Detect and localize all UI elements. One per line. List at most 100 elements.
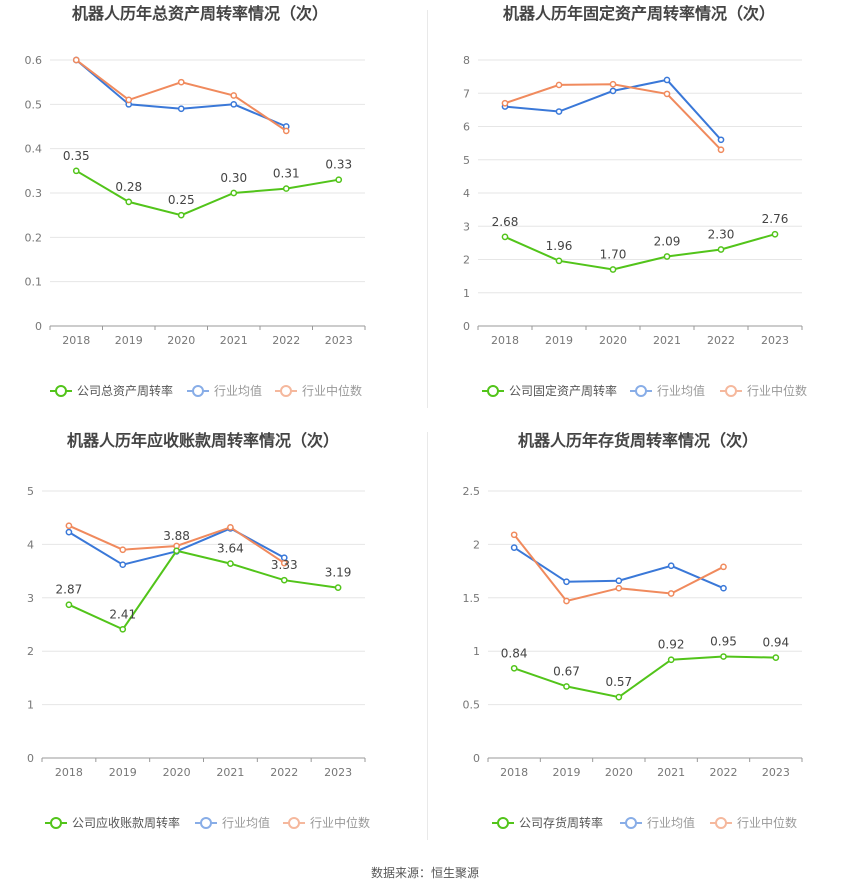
data-point-median <box>119 546 127 554</box>
legend-marker <box>715 817 727 829</box>
legend-label: 公司应收账款周转率 <box>72 815 180 830</box>
data-point-avg <box>720 584 727 592</box>
y-tick-label: 2 <box>473 538 480 551</box>
data-label: 1.70 <box>600 247 627 261</box>
chart-title: 机器人历年存货周转率情况（次） <box>518 431 758 450</box>
chart-fixed-asset-turnover: 机器人历年固定资产周转率情况（次） 0 1 2 3 4 5 6 7 8 2018 2019 2020 20… <box>463 4 807 398</box>
data-label: 1.96 <box>546 239 573 253</box>
data-label: 2.30 <box>708 228 735 242</box>
legend-item-avg: 行业均值 <box>187 383 262 398</box>
x-tick-label: 2023 <box>761 334 789 347</box>
data-point-avg <box>177 105 185 113</box>
data-point-median <box>282 127 290 135</box>
data-label: 0.57 <box>605 675 632 689</box>
chart-inventory-turnover: 机器人历年存货周转率情况（次） 0 0.5 1 1.5 2 2.5 2018 2019 2020 2… <box>463 431 803 830</box>
legend-item-company: 公司应收账款周转率 <box>45 815 180 830</box>
data-point-company <box>609 266 617 273</box>
y-tick-label: 0 <box>27 752 34 765</box>
data-point-company <box>772 654 780 661</box>
y-tick-label: 0.6 <box>25 54 43 67</box>
data-label: 2.68 <box>492 215 519 229</box>
legend-marker <box>200 817 212 829</box>
data-point-avg <box>615 577 623 585</box>
legend-marker <box>50 817 62 829</box>
data-point-avg <box>667 562 675 570</box>
legend-label: 行业中位数 <box>737 815 797 830</box>
legend-marker <box>280 385 292 397</box>
chart-total-asset-turnover: 机器人历年总资产周转率情况（次） 0 0.1 0.2 0.3 0.4 0.5 0.6 2018 2… <box>25 4 366 398</box>
x-tick-label: 2018 <box>62 334 90 347</box>
legend-item-median: 行业中位数 <box>710 815 797 830</box>
data-point-median <box>177 78 185 86</box>
data-point-company <box>771 230 779 238</box>
data-point-median <box>717 146 725 154</box>
data-label: 0.84 <box>501 646 528 660</box>
x-tick-label: 2023 <box>325 334 353 347</box>
y-tick-label: 1.5 <box>463 592 481 605</box>
x-tick-label: 2018 <box>491 334 519 347</box>
data-label: 0.25 <box>168 193 195 207</box>
data-point-company <box>280 576 288 584</box>
legend-marker <box>192 385 204 397</box>
x-tick-label: 2021 <box>216 766 244 779</box>
data-point-avg <box>119 561 127 569</box>
x-tick-label: 2023 <box>324 766 352 779</box>
y-tick-label: 4 <box>27 538 34 551</box>
x-tick-label: 2022 <box>270 766 298 779</box>
y-tick-label: 3 <box>463 220 470 233</box>
y-tick-label: 8 <box>463 54 470 67</box>
y-tick-label: 0 <box>463 320 470 333</box>
x-tick-label: 2022 <box>710 766 738 779</box>
x-tick-label: 2019 <box>545 334 573 347</box>
data-point-median <box>230 92 238 99</box>
data-point-median <box>615 584 623 592</box>
legend-marker <box>625 817 637 829</box>
x-tick-label: 2021 <box>653 334 681 347</box>
legend-label: 公司固定资产周转率 <box>509 383 617 398</box>
data-point-company <box>555 257 563 265</box>
y-tick-label: 0.5 <box>463 699 481 712</box>
data-point-company <box>335 176 343 184</box>
x-tick-label: 2018 <box>55 766 83 779</box>
data-label: 2.76 <box>762 212 789 226</box>
data-point-company <box>65 601 73 609</box>
x-tick-label: 2018 <box>500 766 528 779</box>
data-label: 0.33 <box>325 158 352 172</box>
legend-label: 行业中位数 <box>302 383 362 398</box>
data-label: 0.92 <box>658 638 685 652</box>
y-tick-label: 2.5 <box>463 485 481 498</box>
chart-title: 机器人历年固定资产周转率情况（次） <box>503 4 775 23</box>
data-point-company <box>667 656 675 664</box>
legend-label: 行业均值 <box>214 383 262 398</box>
data-point-company <box>227 560 234 567</box>
data-label: 3.88 <box>163 529 190 543</box>
data-point-avg <box>717 136 725 144</box>
y-tick-label: 5 <box>463 154 470 167</box>
legend-item-avg: 行业均值 <box>195 815 270 830</box>
data-label: 0.35 <box>63 149 90 163</box>
data-point-company <box>230 189 238 197</box>
data-point-avg <box>230 100 238 108</box>
data-label: 3.19 <box>325 566 352 580</box>
data-point-median <box>720 563 727 571</box>
y-tick-label: 1 <box>27 699 34 712</box>
legend-item-company: 公司固定资产周转率 <box>482 383 617 398</box>
legend-item-company: 公司总资产周转率 <box>50 383 173 398</box>
data-point-company <box>563 683 570 690</box>
legend-marker <box>288 817 300 829</box>
data-label: 0.95 <box>710 635 737 649</box>
data-point-company <box>720 653 727 660</box>
y-tick-label: 0.2 <box>25 231 43 244</box>
x-tick-label: 2020 <box>167 334 195 347</box>
legend-marker <box>487 385 499 397</box>
data-point-median <box>555 81 563 89</box>
x-tick-label: 2021 <box>220 334 248 347</box>
legend-label: 行业中位数 <box>747 383 807 398</box>
legend-label: 行业均值 <box>657 383 705 398</box>
legend-item-median: 行业中位数 <box>275 383 362 398</box>
legend-item-avg: 行业均值 <box>620 815 695 830</box>
chart-receivables-turnover: 机器人历年应收账款周转率情况（次） 0 1 2 3 4 5 2018 2019 2020 2021 2… <box>27 431 370 830</box>
x-tick-label: 2023 <box>762 766 790 779</box>
series-line-company <box>68 549 339 631</box>
legend-item-company: 公司存货周转率 <box>492 815 603 830</box>
